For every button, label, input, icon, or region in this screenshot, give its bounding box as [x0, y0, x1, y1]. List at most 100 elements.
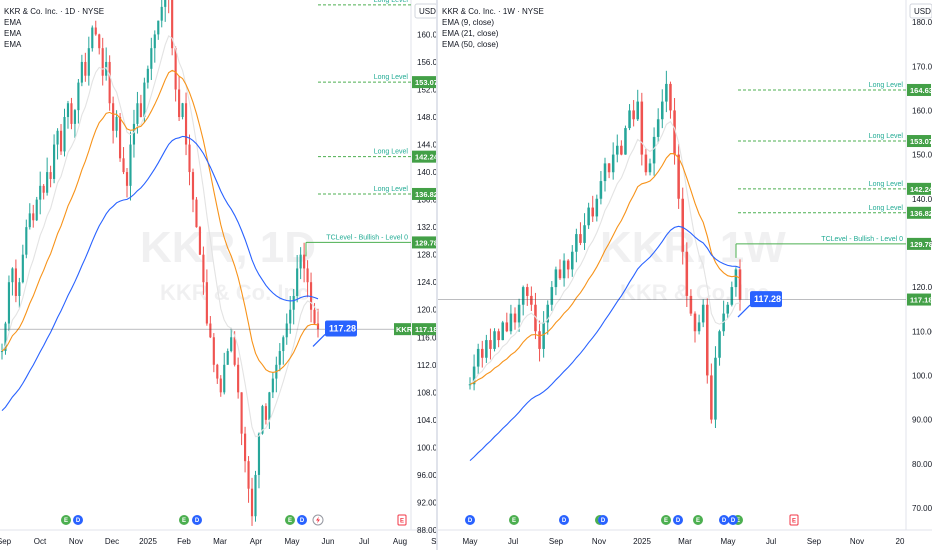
candle[interactable]	[685, 242, 689, 308]
candle[interactable]	[603, 157, 607, 192]
legend-title[interactable]: KKR & Co. Inc. · 1D · NYSE	[4, 7, 105, 16]
candle[interactable]	[566, 259, 570, 279]
candle[interactable]	[501, 320, 504, 341]
candle[interactable]	[271, 371, 274, 399]
candle[interactable]	[517, 298, 521, 332]
candle[interactable]	[701, 299, 705, 328]
candle[interactable]	[168, 0, 170, 14]
candle[interactable]	[689, 289, 693, 316]
candle[interactable]	[11, 267, 14, 296]
candle[interactable]	[505, 312, 509, 333]
candle[interactable]	[184, 92, 188, 156]
candle[interactable]	[738, 259, 742, 311]
candle[interactable]	[21, 244, 24, 284]
candle[interactable]	[191, 168, 195, 213]
candle[interactable]	[636, 89, 639, 122]
candle[interactable]	[599, 171, 603, 205]
candle[interactable]	[205, 269, 208, 326]
candle[interactable]	[509, 304, 513, 335]
candle[interactable]	[665, 70, 668, 113]
candle[interactable]	[521, 285, 525, 316]
legend-indicator-ema-3[interactable]: EMA	[4, 40, 22, 49]
candle[interactable]	[129, 131, 132, 201]
candle[interactable]	[652, 127, 656, 176]
candle[interactable]	[101, 37, 104, 86]
candle[interactable]	[538, 320, 541, 362]
candle[interactable]	[209, 316, 212, 339]
candle[interactable]	[118, 113, 122, 162]
candle[interactable]	[669, 81, 672, 119]
candle[interactable]	[656, 108, 660, 144]
event-marker-dividend[interactable]	[465, 515, 475, 525]
candle[interactable]	[247, 456, 250, 503]
event-marker-red[interactable]	[789, 514, 799, 526]
candle[interactable]	[595, 194, 599, 222]
candle[interactable]	[611, 142, 615, 180]
candle[interactable]	[591, 195, 594, 223]
candle[interactable]	[226, 348, 229, 365]
candle[interactable]	[661, 89, 664, 129]
candle[interactable]	[0, 343, 4, 360]
candle[interactable]	[84, 52, 87, 82]
candle[interactable]	[628, 104, 631, 131]
candle[interactable]	[122, 147, 125, 175]
candle[interactable]	[240, 392, 243, 446]
candle[interactable]	[485, 334, 488, 363]
candle[interactable]	[46, 157, 49, 196]
candle[interactable]	[489, 328, 492, 360]
candle[interactable]	[303, 242, 306, 283]
candle[interactable]	[644, 148, 648, 176]
candle[interactable]	[706, 298, 709, 384]
candle[interactable]	[734, 267, 738, 297]
candle[interactable]	[476, 343, 480, 375]
candle[interactable]	[98, 33, 101, 55]
candle[interactable]	[171, 0, 174, 56]
candle[interactable]	[534, 292, 537, 340]
candle[interactable]	[616, 134, 619, 163]
candle[interactable]	[91, 25, 94, 52]
event-marker-earnings[interactable]	[285, 515, 295, 525]
candle[interactable]	[77, 78, 80, 124]
candle[interactable]	[681, 187, 684, 265]
currency-badge[interactable]	[909, 3, 932, 19]
legend-indicator-ema-21[interactable]: EMA (21, close)	[442, 29, 499, 38]
candle[interactable]	[472, 354, 476, 391]
candle[interactable]	[178, 75, 181, 122]
candle[interactable]	[710, 363, 713, 424]
candle[interactable]	[125, 167, 129, 198]
event-marker-dividend[interactable]	[728, 515, 738, 525]
candle[interactable]	[80, 54, 83, 87]
candle[interactable]	[202, 246, 205, 295]
candle[interactable]	[39, 171, 42, 215]
candle[interactable]	[693, 311, 697, 343]
candle[interactable]	[558, 259, 562, 281]
candle[interactable]	[244, 426, 247, 473]
candle[interactable]	[174, 46, 177, 102]
event-marker-dividend[interactable]	[297, 515, 307, 525]
candle[interactable]	[157, 20, 160, 40]
candle[interactable]	[195, 197, 198, 228]
candle[interactable]	[620, 140, 623, 156]
candle[interactable]	[571, 245, 574, 277]
candle[interactable]	[250, 477, 254, 526]
candle[interactable]	[4, 321, 7, 355]
candle[interactable]	[59, 124, 63, 155]
candle[interactable]	[237, 357, 240, 399]
event-marker-dividend[interactable]	[559, 515, 569, 525]
chart-panel-weekly[interactable]: KKR, 1W KKR & Co. Inc. USD 70.00 80.00 90.00 1…	[438, 0, 932, 550]
event-marker-earnings[interactable]	[509, 515, 519, 525]
candle[interactable]	[282, 335, 285, 365]
candle[interactable]	[316, 308, 320, 338]
candle[interactable]	[587, 202, 590, 229]
currency-badge[interactable]	[414, 3, 437, 19]
candle[interactable]	[63, 108, 66, 157]
candle[interactable]	[481, 340, 484, 368]
event-marker-red[interactable]	[397, 514, 407, 526]
candle[interactable]	[35, 196, 38, 222]
callout-box[interactable]	[750, 291, 782, 308]
candle[interactable]	[254, 470, 257, 522]
candle[interactable]	[66, 100, 70, 129]
candle[interactable]	[697, 314, 701, 335]
candle[interactable]	[73, 108, 76, 138]
panel-divider[interactable]	[436, 0, 438, 550]
